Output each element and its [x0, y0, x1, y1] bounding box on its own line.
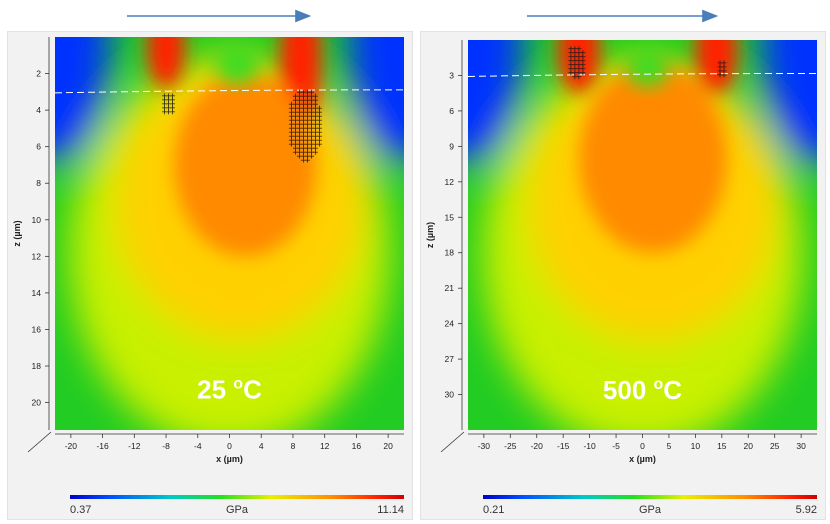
y-tick-label: 6 [36, 142, 41, 152]
stress-map-panel-25c: -20 -16 -12 -8 -4 0 4 8 12 16 20 2 4 6 8 10 12 14 16 18 20 x … [7, 31, 413, 520]
colorbar [483, 495, 817, 499]
y-tick-label: 18 [32, 361, 42, 371]
x-tick-label: 20 [744, 441, 754, 451]
axis-corner-diagonal [440, 431, 465, 453]
axis-corner-diagonal [27, 431, 52, 453]
colorbar-unit-label: GPa [639, 504, 662, 516]
y-tick-label: 27 [445, 354, 455, 364]
colorbar-max-label: 11.14 [377, 504, 404, 516]
temperature-annotation: 500 oC [603, 375, 682, 405]
x-axis-label: x (µm) [216, 454, 243, 464]
stress-hotspot [147, 37, 186, 89]
x-tick-label: -16 [96, 441, 109, 451]
x-tick-label: -25 [504, 441, 517, 451]
colorbar-max-label: 5.92 [796, 504, 817, 516]
y-tick-label: 16 [32, 324, 42, 334]
yield-cross-region [717, 60, 727, 78]
colorbar-min-label: 0.37 [70, 504, 91, 516]
y-tick-label: 15 [445, 212, 455, 222]
x-tick-label: -30 [478, 441, 491, 451]
yield-cross-region [568, 46, 586, 80]
plastic-zone-boundary [54, 89, 405, 94]
colorbar-unit-label: GPa [226, 504, 249, 516]
x-axis-label: x (µm) [629, 454, 656, 464]
yield-cross-region [161, 93, 175, 115]
y-tick-label: 8 [36, 178, 41, 188]
y-tick-label: 2 [36, 69, 41, 79]
x-tick-label: 20 [383, 441, 393, 451]
y-tick-label: 12 [32, 251, 42, 261]
x-tick-label: -20 [531, 441, 544, 451]
x-tick-label: -4 [194, 441, 202, 451]
y-tick-label: 12 [445, 177, 455, 187]
x-tick-label: -12 [128, 441, 141, 451]
plastic-zone-boundary [467, 72, 818, 77]
x-tick-label: 0 [227, 441, 232, 451]
temperature-label: 500 oC [603, 375, 682, 405]
y-tick-label: 3 [449, 70, 454, 80]
y-tick-label: 14 [32, 288, 42, 298]
yield-cross-region [288, 89, 322, 163]
stress-hotspot [173, 73, 317, 257]
x-tick-label: 16 [352, 441, 362, 451]
stress-hotspot [579, 63, 728, 253]
top-arrows [127, 9, 719, 23]
heatmap-field [468, 40, 817, 430]
x-tick-label: 5 [667, 441, 672, 451]
x-tick-label: -15 [557, 441, 570, 451]
x-tick-label: -10 [583, 441, 596, 451]
y-tick-label: 20 [32, 398, 42, 408]
y-tick-label: 9 [449, 141, 454, 151]
y-tick-label: 30 [445, 390, 455, 400]
stress-hotspot [695, 40, 738, 94]
x-tick-label: 10 [691, 441, 701, 451]
y-tick-label: 6 [449, 106, 454, 116]
y-tick-label: 24 [445, 319, 455, 329]
temperature-label: 25 oC [197, 375, 262, 405]
y-tick-label: 10 [32, 215, 42, 225]
x-tick-label: -8 [162, 441, 170, 451]
temperature-annotation: 25 oC [197, 375, 262, 405]
x-tick-label: 0 [640, 441, 645, 451]
heatmap-field [55, 37, 404, 430]
y-axis-label: z (µm) [425, 222, 435, 248]
x-tick-label: -5 [612, 441, 620, 451]
y-tick-label: 21 [445, 283, 455, 293]
stress-map-chart-500c: -30 -25 -20 -15 -10 -5 0 5 10 15 20 25 30 3 6 9 12 15 18 21… [425, 40, 818, 516]
x-tick-label: 12 [320, 441, 330, 451]
y-axis-label: z (µm) [12, 220, 22, 246]
colorbar-min-label: 0.21 [483, 504, 504, 516]
x-tick-label: 25 [770, 441, 780, 451]
y-tick-label: 4 [36, 105, 41, 115]
x-tick-label: 8 [291, 441, 296, 451]
colorbar [70, 495, 404, 499]
x-tick-label: 30 [796, 441, 806, 451]
stress-map-chart-25c: -20 -16 -12 -8 -4 0 4 8 12 16 202468101214161820x … [12, 37, 405, 516]
x-tick-label: 4 [259, 441, 264, 451]
y-tick-label: 18 [445, 248, 455, 258]
stress-map-panel-500c: -30 -25 -20 -15 -10 -5 0 5 10 15 20 25 30 3 6 9 12 15 18 21… [420, 31, 826, 520]
x-tick-label: 15 [717, 441, 727, 451]
x-tick-label: -20 [65, 441, 78, 451]
